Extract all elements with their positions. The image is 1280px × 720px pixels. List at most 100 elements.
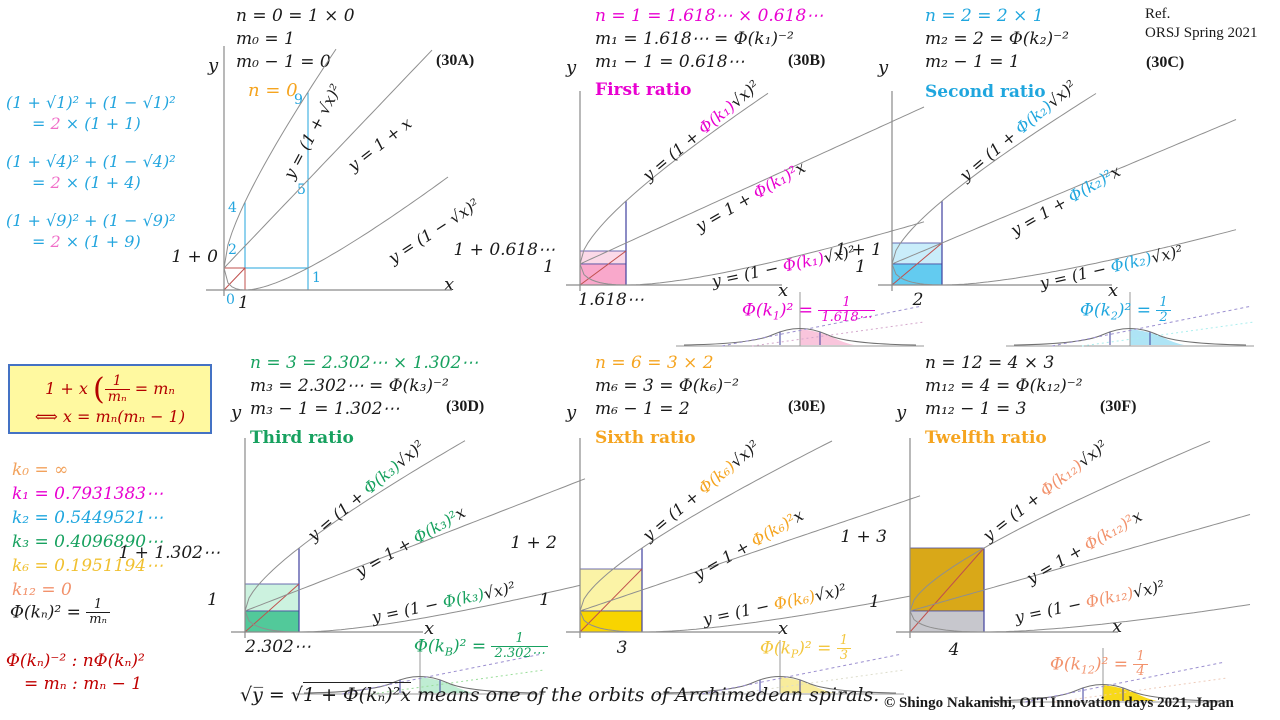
panel-30c-tag: (30C) — [1146, 54, 1185, 71]
fraction: 1 2.302⋯ — [491, 631, 548, 662]
square-upper — [579, 568, 643, 612]
m-equation-2: m₁ − 1 = 0.618⋯ — [595, 52, 745, 72]
definition-box: 1 + x (1 mₙ = mₙ ⟺ x = mₙ(mₙ − 1) — [8, 364, 212, 434]
panel-30b-tag: (30B) — [788, 52, 826, 69]
y-axis-label: y — [566, 402, 577, 423]
panel-30c-header: n = 2 = 2 × 1 m₂ = 2 = Φ(k₂)⁻² m₂ − 1 = … — [925, 5, 1069, 74]
bell-inset — [656, 640, 905, 695]
graph-30b — [566, 91, 925, 291]
k-value-list: k₀ = ∞ k₁ = 0.7931383⋯ k₂ = 0.5449521⋯ k… — [12, 458, 163, 602]
identity-1: (1 + √1)² + (1 − √1)² = 2 × (1 + 1) — [6, 92, 176, 134]
y-one-label: 1 — [207, 590, 218, 610]
m-equation-1: m₂ = 2 = Φ(k₂)⁻² — [925, 29, 1069, 49]
x-axis-label: x — [778, 618, 789, 639]
x-value-label: 4 — [948, 640, 960, 660]
bell-inset — [979, 648, 1228, 703]
identity-3: (1 + √9)² + (1 − √9)² = 2 × (1 + 9) — [6, 210, 176, 252]
bell-curve — [683, 328, 917, 346]
m-equation-1: m₃ = 2.302⋯ = Φ(k₃)⁻² — [250, 376, 449, 396]
y-one-label: 1 — [543, 257, 554, 277]
footnote: √y̅ = √1 + Φ(kₙ)²x means one of the orbi… — [240, 682, 880, 706]
m-equation-2: m₆ − 1 = 2 — [595, 399, 690, 419]
bell-shade — [1130, 329, 1184, 345]
panel-30c-ratio: Second ratio — [925, 82, 1046, 102]
bell-shade — [1103, 685, 1157, 701]
square-lower — [579, 263, 627, 286]
y-one-label: 1 — [855, 257, 866, 277]
bell-curve — [986, 684, 1220, 702]
x-value-label: 3 — [616, 638, 628, 658]
x-value-label: 1.618⋯ — [578, 290, 644, 310]
panel-30f-tag: (30F) — [1100, 398, 1137, 415]
diagonal-line — [579, 250, 627, 286]
graph-30f — [896, 438, 1251, 638]
y-top-label: 1 + 0.618⋯ — [453, 240, 555, 260]
tick-0: 0 — [226, 292, 235, 308]
y-axis-label: y — [878, 57, 889, 78]
m-equation-2: m₀ − 1 = 0 — [236, 52, 331, 72]
y-axis-label: y — [896, 402, 907, 423]
y-axis-label: y — [566, 57, 577, 78]
identity-line2: = 2 × (1 + 4) — [32, 173, 141, 192]
panel-30a-header: n = 0 = 1 × 0 m₀ = 1 m₀ − 1 = 0 — [236, 5, 355, 74]
m-equation-1: m₀ = 1 — [236, 29, 295, 49]
phi-formula: Φ(kₙ)² = 1 mₙ — [10, 597, 110, 628]
fraction: 1 mₙ — [104, 373, 130, 406]
n-equation: n = 2 = 2 × 1 — [925, 6, 1044, 26]
y-top-label: 1 + 0 — [171, 247, 218, 267]
identity-line: (1 + √4)² + (1 − √4)² — [6, 152, 176, 171]
panel-30e-tag: (30E) — [788, 398, 826, 415]
identity-line: (1 + √1)² + (1 − √1)² — [6, 93, 176, 112]
square-lower — [579, 610, 643, 633]
box-line2: ⟺ x = mₙ(mₙ − 1) — [34, 407, 186, 426]
x-value-label: 2.302⋯ — [245, 637, 311, 657]
n-equation: n = 6 = 3 × 2 — [595, 353, 714, 373]
k0-value: k₀ = ∞ — [12, 460, 69, 480]
y-one-label: 1 — [869, 592, 880, 612]
panel-30f-ratio: Twelfth ratio — [925, 428, 1047, 448]
panel-30b-ratio: First ratio — [595, 80, 692, 100]
panel-30d-tag: (30D) — [446, 398, 485, 415]
box-line1: 1 + x (1 mₙ = mₙ — [45, 372, 175, 407]
panel-30a-n-label: n = 0 — [248, 80, 298, 101]
y-axis-label: y — [231, 402, 242, 423]
square-lower — [891, 263, 943, 286]
diagonal-line — [244, 583, 300, 633]
tick-1: 1 — [312, 270, 321, 286]
square-upper — [244, 583, 300, 612]
m-equation-2: m₁₂ − 1 = 3 — [925, 399, 1027, 419]
m-equation-2: m₃ − 1 = 1.302⋯ — [250, 399, 400, 419]
x-axis-label: x — [1112, 616, 1123, 637]
reference-note: Ref. ORSJ Spring 2021 — [1145, 6, 1258, 41]
k2-value: k₂ = 0.5449521⋯ — [12, 508, 164, 528]
bell-shade — [780, 677, 834, 693]
panel-30a-tag: (30A) — [436, 52, 475, 69]
square-lower — [909, 610, 985, 633]
panel-30f-header: n = 12 = 4 × 3 m₁₂ = 4 = Φ(k₁₂)⁻² m₁₂ − … — [925, 352, 1083, 421]
x-axis-label: x — [424, 618, 435, 639]
identity-2: (1 + √4)² + (1 − √4)² = 2 × (1 + 4) — [6, 151, 176, 193]
m-equation-1: m₁ = 1.618⋯ = Φ(k₁)⁻² — [595, 29, 794, 49]
m-equation-1: m₆ = 3 = Φ(k₆)⁻² — [595, 376, 739, 396]
panel-30d-ratio: Third ratio — [250, 428, 354, 448]
tick-2: 2 — [228, 242, 237, 258]
k6-value: k₆ = 0.1951194⋯ — [12, 556, 164, 576]
phi-k-formula: Φ(kB)² = 1 2.302⋯ — [414, 631, 548, 662]
graph-30d — [231, 438, 586, 638]
square-lower — [244, 610, 300, 633]
graph-30e — [566, 438, 921, 638]
y-axis-label: y — [208, 55, 219, 76]
square-upper — [909, 547, 985, 612]
phi-k-formula: Φ(k1)² = 1 1.618⋯ — [742, 295, 875, 326]
bell-curve — [303, 676, 537, 694]
k12-value: k₁₂ = 0 — [12, 580, 72, 600]
identity-line: (1 + √9)² + (1 − √9)² — [6, 211, 176, 230]
ratio-identity: Φ(kₙ)⁻² : nΦ(kₙ)² = mₙ : mₙ − 1 — [6, 651, 145, 694]
bell-inset — [1006, 292, 1255, 347]
copyright: © Shingo Nakanishi, OIT Innovation days … — [884, 695, 1234, 711]
